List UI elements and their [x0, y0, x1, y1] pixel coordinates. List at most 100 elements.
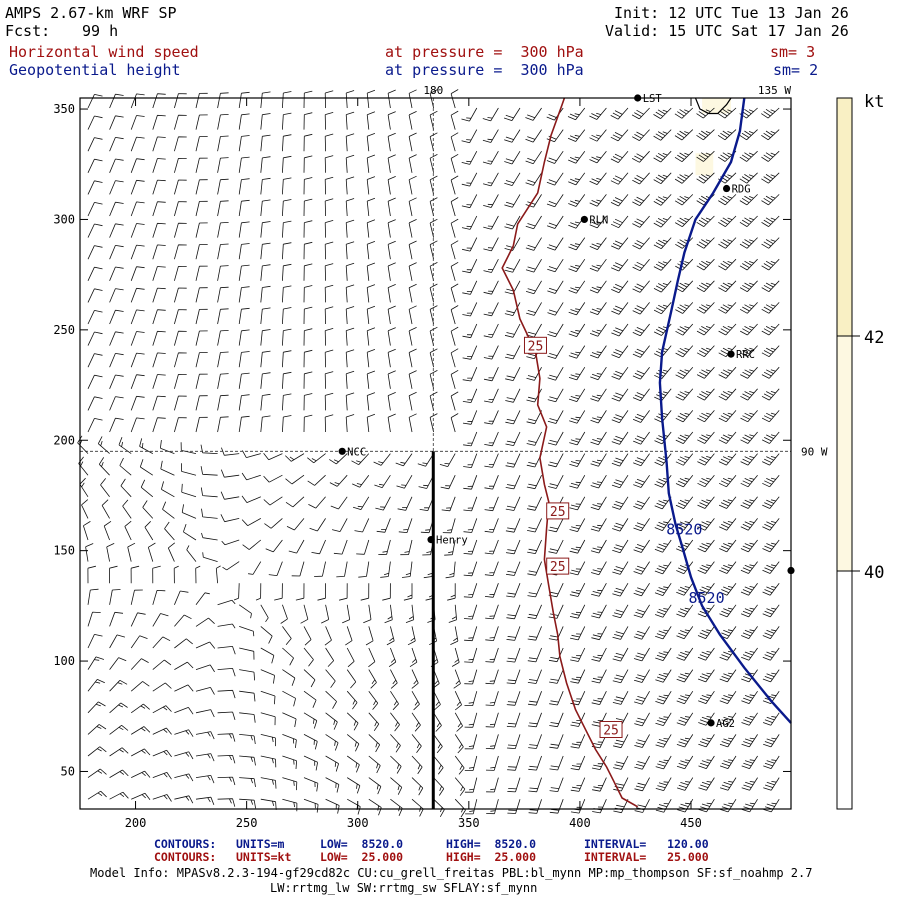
wind-barb [589, 258, 607, 272]
wind-barb [525, 172, 542, 186]
wind-barb [303, 626, 312, 646]
wind-barb [762, 647, 780, 661]
wind-barb [238, 286, 250, 303]
wind-barb [109, 702, 128, 714]
meridian-135w-label: 135 W [758, 84, 791, 97]
wind-barb [181, 504, 197, 519]
station-label: RRC [736, 349, 755, 361]
wind-barb [260, 177, 271, 195]
wind-barb [463, 604, 478, 620]
wind-barb [174, 201, 187, 217]
wind-barb [405, 604, 415, 623]
wind-barb [633, 626, 650, 640]
wind-barb [274, 583, 283, 601]
wind-barb [718, 237, 737, 249]
wind-barb [345, 414, 355, 433]
wind-barb [739, 172, 758, 184]
wind-barb [741, 669, 758, 683]
wind-barb [239, 755, 256, 766]
wind-barb [195, 709, 215, 718]
wind-barb [195, 157, 208, 173]
wind-barb [462, 302, 478, 317]
wind-barb [368, 798, 382, 816]
wind-barb [87, 180, 103, 195]
wind-barb [130, 681, 150, 692]
wind-barb [484, 431, 499, 447]
wind-barb [463, 583, 478, 598]
wind-barb [87, 137, 103, 152]
wind-barb [411, 712, 421, 732]
wind-barb [87, 679, 105, 692]
wind-barb [590, 561, 607, 576]
wind-barb [366, 154, 376, 173]
wind-barb [610, 194, 629, 207]
wind-barb [676, 690, 694, 705]
wind-barb [345, 219, 355, 238]
wind-barb [676, 669, 694, 683]
wind-barb [260, 91, 271, 109]
wind-barb [130, 179, 145, 195]
wind-barb [332, 518, 348, 532]
wind-barb [719, 712, 737, 726]
wind-barb [719, 561, 737, 574]
wind-barb [220, 514, 240, 523]
wind-barb [528, 777, 542, 793]
wind-barb [217, 798, 236, 807]
wind-barb [87, 396, 103, 411]
x-tick-label: 300 [347, 816, 369, 830]
wind-barb [87, 202, 103, 217]
wind-barb [740, 388, 758, 401]
wind-barb [697, 496, 715, 509]
wind-barb [483, 367, 499, 382]
wind-barb [675, 366, 694, 379]
wind-barb [329, 453, 348, 465]
wind-barb [590, 518, 607, 532]
wind-barb [740, 518, 758, 531]
wind-barb [407, 626, 416, 646]
wind-barb [282, 220, 292, 238]
wind-barb [505, 431, 521, 446]
wind-barb [303, 220, 313, 238]
wind-barb [152, 727, 172, 735]
wind-barb [654, 518, 672, 531]
wind-barb [181, 463, 197, 476]
wind-barb [462, 367, 478, 382]
wind-barb [109, 266, 124, 281]
wind-barb [462, 259, 478, 274]
wind-barb [195, 416, 208, 433]
wind-barb [590, 366, 607, 381]
wind-barb [484, 583, 499, 598]
wind-barb [506, 626, 521, 641]
wind-barb [345, 198, 355, 217]
y-tick-label: 150 [53, 544, 75, 558]
station-marker: LST [634, 93, 662, 105]
wind-barb [241, 495, 261, 503]
wind-barb [591, 712, 607, 727]
y-tick-label: 250 [53, 323, 75, 337]
wind-barb [387, 111, 396, 130]
wind-barb [433, 712, 442, 732]
wind-barb [264, 518, 283, 529]
wind-barb [655, 755, 672, 770]
wind-barb [109, 417, 124, 433]
wind-barb [675, 280, 694, 293]
wind-barb [611, 496, 629, 510]
model-title: AMPS 2.67-km WRF SP [5, 4, 177, 22]
x-tick: 350 [458, 98, 480, 830]
wind-barb [450, 369, 459, 389]
wind-barb [303, 734, 318, 750]
wind-barb [195, 136, 208, 152]
wind-barb [632, 129, 650, 141]
wind-barb [403, 583, 413, 601]
wind-barb [324, 328, 334, 346]
wind-barb [483, 215, 499, 230]
wind-barb [484, 496, 499, 512]
wind-barb [482, 151, 499, 165]
wind-barb [221, 539, 240, 546]
wind-barb [152, 705, 172, 714]
wind-barb [696, 258, 715, 271]
wind-barb [740, 453, 758, 466]
wind-barb [506, 691, 521, 706]
wind-barb [144, 521, 154, 541]
wind-barb [387, 240, 396, 260]
